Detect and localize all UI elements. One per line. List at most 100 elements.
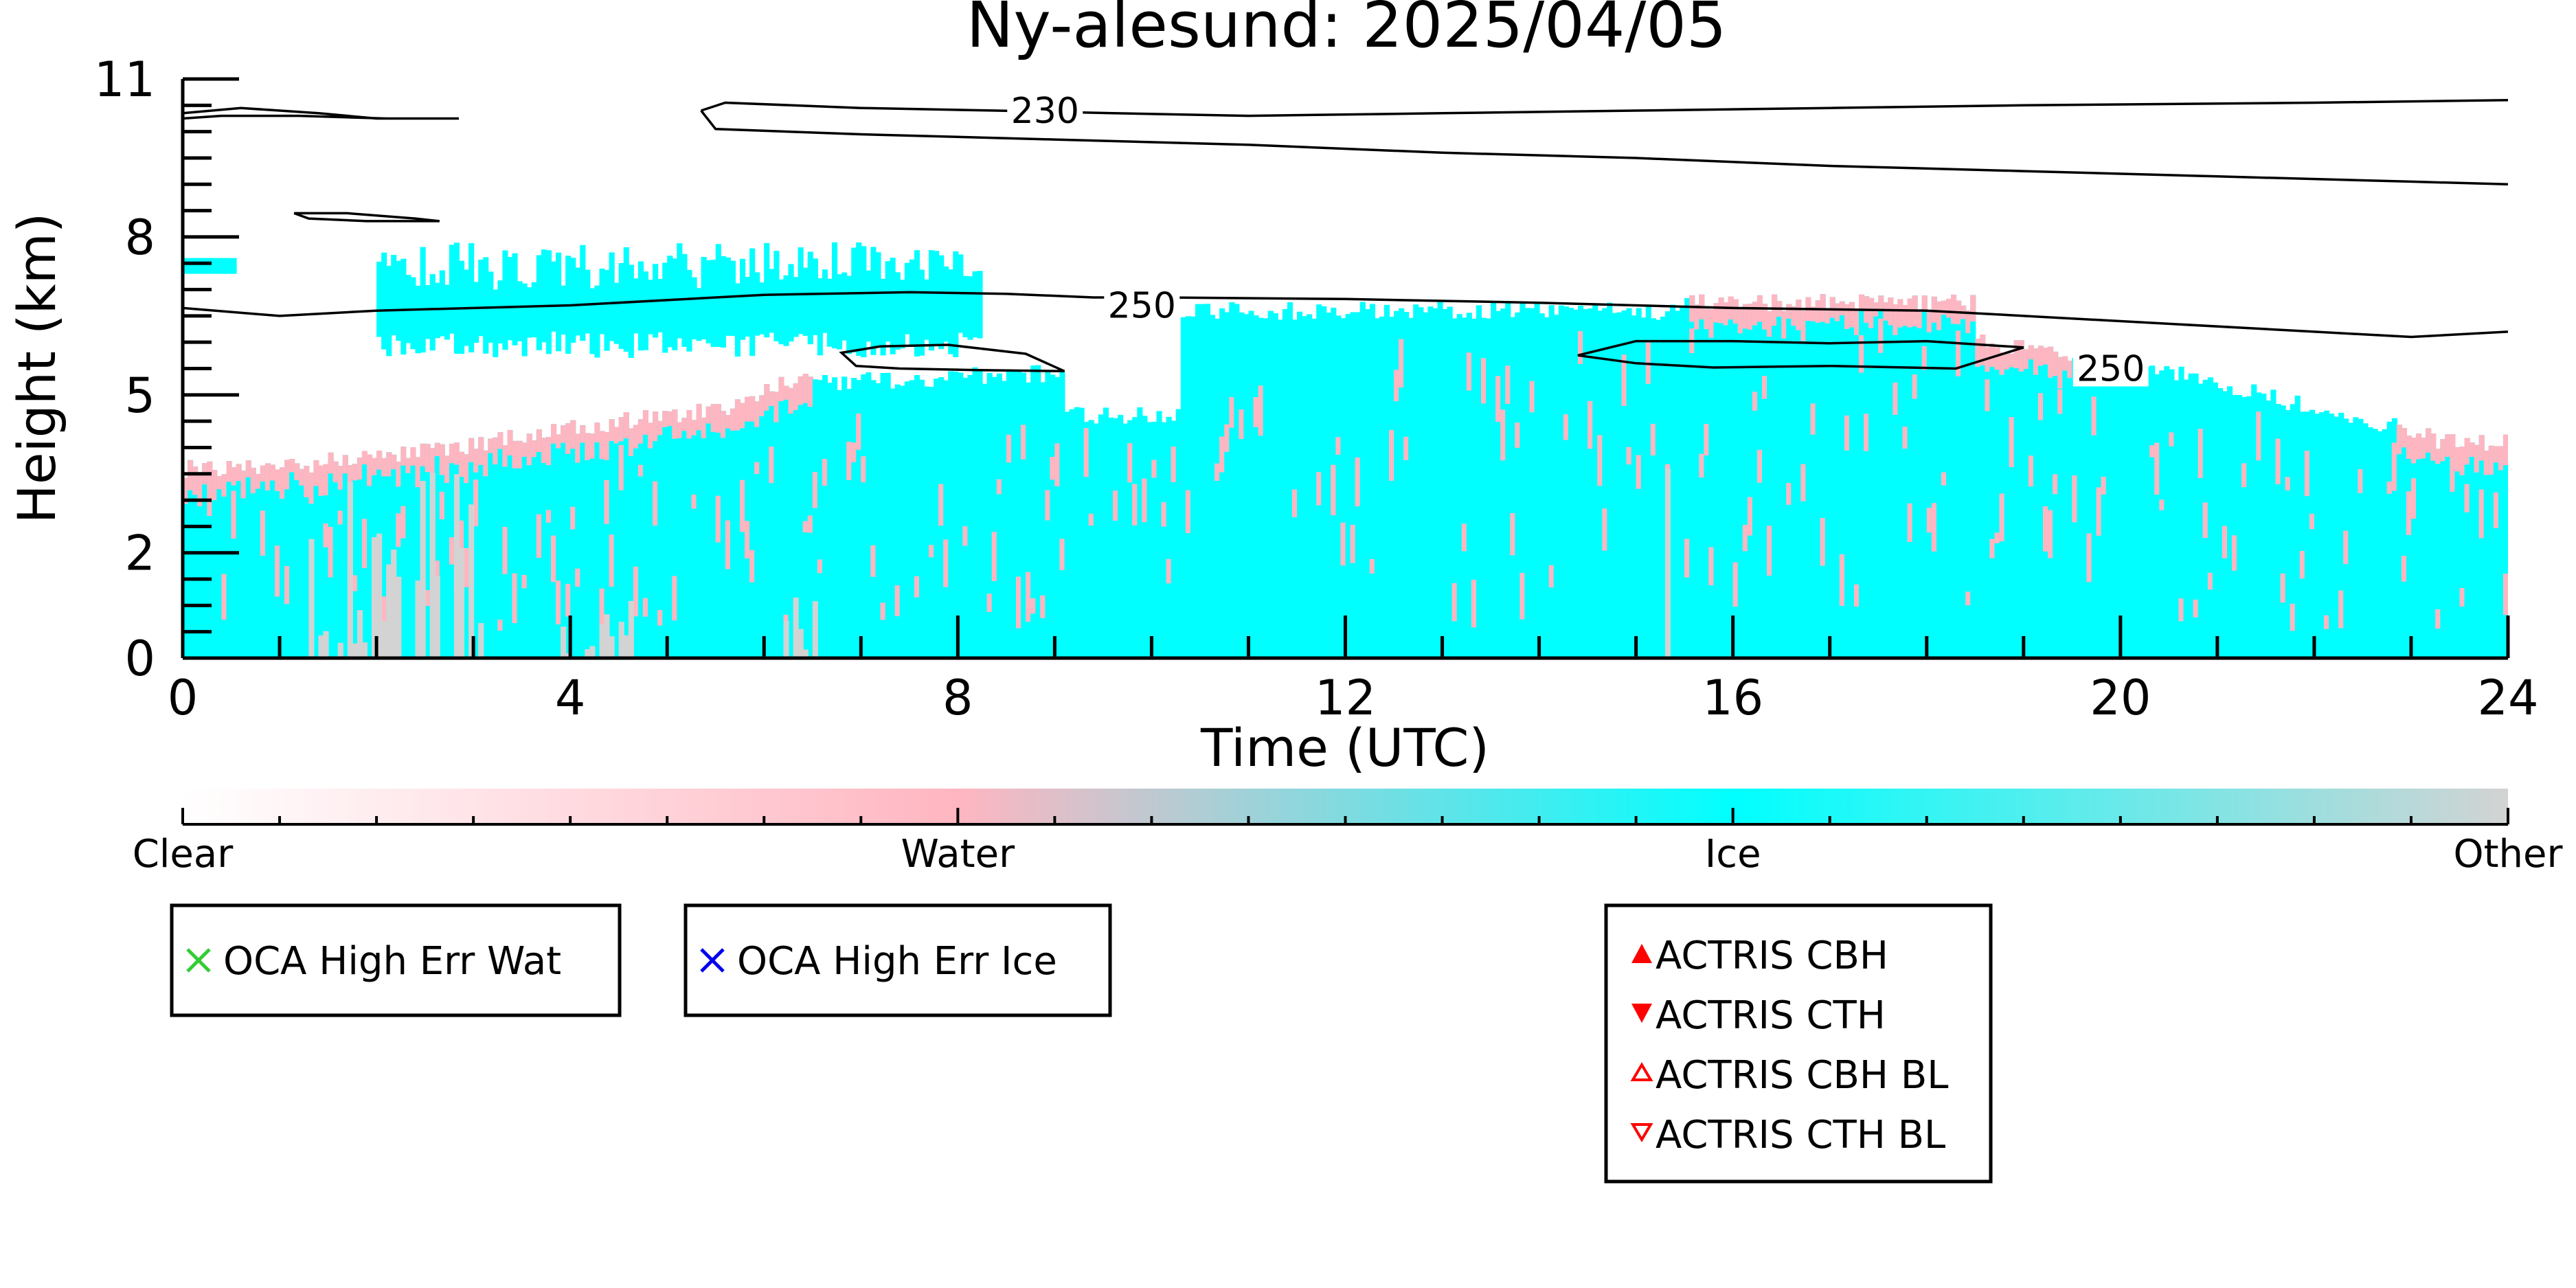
ice-column bbox=[914, 250, 920, 357]
water-cell bbox=[323, 523, 329, 547]
ice-column bbox=[837, 389, 843, 658]
ice-column bbox=[221, 474, 227, 658]
water-cell bbox=[1291, 489, 1298, 517]
other-cell bbox=[352, 643, 358, 658]
water-cell bbox=[870, 545, 877, 577]
ice-column bbox=[1185, 316, 1191, 658]
contour-label-bg bbox=[2072, 348, 2149, 387]
water-cell bbox=[192, 466, 199, 495]
ice-column bbox=[202, 463, 208, 658]
water-cell bbox=[386, 452, 392, 477]
water-cell bbox=[415, 457, 421, 488]
ice-column bbox=[1078, 407, 1085, 658]
water-cell bbox=[1951, 294, 1957, 324]
ice-column bbox=[2483, 451, 2489, 658]
contour-label: 250 bbox=[1108, 286, 1176, 327]
other-cell bbox=[609, 636, 615, 658]
water-cell bbox=[488, 438, 494, 453]
ice-column bbox=[778, 279, 784, 345]
ice-column bbox=[1219, 308, 1225, 658]
water-cell bbox=[526, 433, 532, 466]
water-cell bbox=[2057, 389, 2064, 414]
legend-oca-water: OCA High Err Wat bbox=[170, 903, 622, 1017]
water-cell bbox=[769, 391, 775, 406]
other-cell bbox=[802, 649, 809, 658]
ice-column bbox=[1214, 318, 1221, 658]
water-cell bbox=[1403, 436, 1410, 460]
ice-column bbox=[982, 383, 988, 658]
water-cell bbox=[565, 423, 572, 454]
water-cell bbox=[740, 479, 746, 532]
ice-column bbox=[434, 442, 440, 658]
x-tick-label: 20 bbox=[2090, 670, 2151, 726]
other-cell bbox=[434, 575, 440, 658]
ice-column bbox=[2290, 404, 2296, 658]
water-cell bbox=[1350, 525, 1356, 563]
ice-column bbox=[410, 277, 416, 350]
legend-label: ACTRIS CTH bbox=[1656, 993, 1886, 1038]
ice-column bbox=[521, 442, 528, 658]
water-cell bbox=[284, 460, 291, 490]
ice-column bbox=[2067, 361, 2073, 658]
ice-column bbox=[1500, 308, 1506, 658]
contour-label: 230 bbox=[1011, 91, 1079, 132]
ice-column bbox=[1456, 314, 1462, 658]
water-cell bbox=[1578, 331, 1584, 364]
ice-column bbox=[1810, 306, 1816, 658]
ice-column bbox=[245, 460, 251, 658]
ice-column bbox=[2314, 414, 2320, 658]
ice-column bbox=[517, 281, 523, 341]
colorbar-labels: Clear Water Ice Other bbox=[133, 832, 2564, 877]
ice-column bbox=[367, 454, 373, 658]
water-cell bbox=[1006, 434, 1012, 463]
water-cell bbox=[2435, 609, 2441, 629]
water-cell bbox=[342, 455, 348, 474]
ice-column bbox=[1670, 304, 1676, 658]
water-cell bbox=[793, 383, 799, 410]
water-cell bbox=[817, 559, 823, 574]
ice-column bbox=[1302, 316, 1308, 658]
other-cell bbox=[337, 642, 343, 658]
other-cell bbox=[798, 629, 804, 658]
ice-column bbox=[2169, 369, 2175, 658]
colorbar: Clear Water Ice Other bbox=[133, 789, 2564, 877]
water-cell bbox=[691, 420, 697, 436]
water-cell bbox=[2232, 535, 2238, 571]
ice-column bbox=[1258, 317, 1264, 658]
ice-column bbox=[1461, 317, 1467, 658]
other-cell bbox=[372, 536, 378, 658]
ice-column bbox=[986, 372, 993, 658]
water-cell bbox=[754, 462, 760, 475]
ice-column bbox=[948, 371, 954, 658]
water-cell bbox=[1563, 414, 1569, 440]
ice-column bbox=[938, 255, 945, 350]
water-cell bbox=[1505, 365, 1511, 404]
ice-column bbox=[1675, 310, 1681, 658]
ice-column bbox=[2135, 365, 2141, 658]
colorbar-label: Clear bbox=[133, 832, 234, 877]
ice-column bbox=[1277, 319, 1283, 658]
water-cell bbox=[1602, 508, 1608, 551]
ice-column bbox=[2178, 366, 2184, 658]
water-cell bbox=[633, 425, 639, 449]
ice-column bbox=[497, 280, 504, 343]
ice-column bbox=[1423, 312, 1429, 658]
ice-column bbox=[575, 433, 581, 658]
ice-column bbox=[439, 444, 445, 658]
water-cell bbox=[1791, 306, 1797, 326]
ice-column bbox=[672, 409, 678, 658]
water-cell bbox=[2445, 434, 2451, 457]
ice-column bbox=[541, 438, 547, 658]
ice-column bbox=[783, 275, 789, 346]
ice-column bbox=[2028, 345, 2034, 658]
water-cell bbox=[2023, 349, 2029, 370]
ice-column bbox=[565, 423, 572, 658]
contour-label-bg bbox=[1007, 89, 1083, 128]
ice-column bbox=[817, 278, 823, 356]
ice-column bbox=[212, 470, 218, 658]
water-cell bbox=[2459, 447, 2465, 475]
water-cell bbox=[2048, 510, 2054, 558]
water-cell bbox=[497, 432, 504, 449]
ice-column bbox=[541, 249, 547, 343]
ice-column bbox=[686, 269, 692, 352]
